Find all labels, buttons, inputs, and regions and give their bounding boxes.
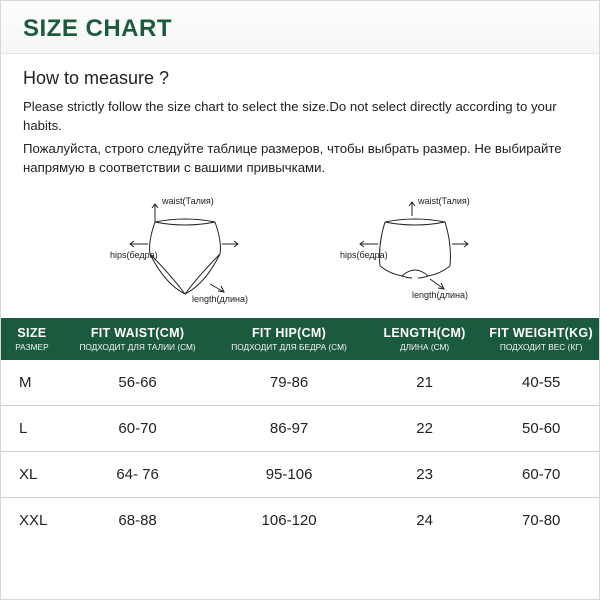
label-waist: waist(Талия) xyxy=(417,196,470,206)
instruction-text-en: Please strictly follow the size chart to… xyxy=(23,97,577,135)
label-waist: waist(Талия) xyxy=(161,196,214,206)
label-hips: hips(бедра) xyxy=(340,250,388,260)
cell-length: 21 xyxy=(366,360,484,405)
cell-waist: 68-88 xyxy=(63,498,212,543)
instructions-block: How to measure ? Please strictly follow … xyxy=(1,54,599,188)
cell-size: XXL xyxy=(1,498,63,543)
cell-weight: 60-70 xyxy=(483,452,599,497)
cell-waist: 60-70 xyxy=(63,406,212,451)
cell-hip: 86-97 xyxy=(212,406,365,451)
table-body: M 56-66 79-86 21 40-55 L 60-70 86-97 22 … xyxy=(1,360,599,599)
table-row: XL 64- 76 95-106 23 60-70 xyxy=(1,452,599,498)
table-row: XXL 68-88 106-120 24 70-80 xyxy=(1,498,599,543)
cell-size: M xyxy=(1,360,63,405)
cell-hip: 79-86 xyxy=(212,360,365,405)
diagram-boxer: waist(Талия) hips(бедра) length(длина) xyxy=(340,194,490,304)
label-length: length(длина) xyxy=(412,290,468,300)
table-row: M 56-66 79-86 21 40-55 xyxy=(1,360,599,406)
chart-title: SIZE CHART xyxy=(23,15,577,43)
cell-waist: 56-66 xyxy=(63,360,212,405)
label-length: length(длина) xyxy=(192,294,248,304)
cell-weight: 40-55 xyxy=(483,360,599,405)
measurement-diagrams: waist(Талия) hips(бедра) length(длина) xyxy=(1,188,599,318)
how-to-measure-heading: How to measure ? xyxy=(23,68,577,89)
diagram-brief: waist(Талия) hips(бедра) length(длина) xyxy=(110,194,260,304)
col-header-size: SIZE РАЗМЕР xyxy=(1,318,63,360)
cell-length: 23 xyxy=(366,452,484,497)
col-header-waist: FIT WAIST(CM) ПОДХОДИТ ДЛЯ ТАЛИИ (СМ) xyxy=(63,318,212,360)
col-header-length: LENGTH(CM) ДЛИНА (СМ) xyxy=(366,318,484,360)
cell-weight: 70-80 xyxy=(483,498,599,543)
cell-hip: 95-106 xyxy=(212,452,365,497)
cell-size: L xyxy=(1,406,63,451)
cell-hip: 106-120 xyxy=(212,498,365,543)
table-header: SIZE РАЗМЕР FIT WAIST(CM) ПОДХОДИТ ДЛЯ Т… xyxy=(1,318,599,360)
instruction-text-ru: Пожалуйста, строго следуйте таблице разм… xyxy=(23,139,577,177)
table-row: L 60-70 86-97 22 50-60 xyxy=(1,406,599,452)
label-hips: hips(бедра) xyxy=(110,250,158,260)
cell-length: 22 xyxy=(366,406,484,451)
cell-length: 24 xyxy=(366,498,484,543)
cell-weight: 50-60 xyxy=(483,406,599,451)
size-chart-card: SIZE CHART How to measure ? Please stric… xyxy=(0,0,600,600)
col-header-hip: FIT HIP(CM) ПОДХОДИТ ДЛЯ БЕДРА (СМ) xyxy=(212,318,365,360)
cell-waist: 64- 76 xyxy=(63,452,212,497)
col-header-weight: FIT WEIGHT(KG) ПОДХОДИТ ВЕС (КГ) xyxy=(483,318,599,360)
cell-size: XL xyxy=(1,452,63,497)
title-band: SIZE CHART xyxy=(1,1,599,54)
